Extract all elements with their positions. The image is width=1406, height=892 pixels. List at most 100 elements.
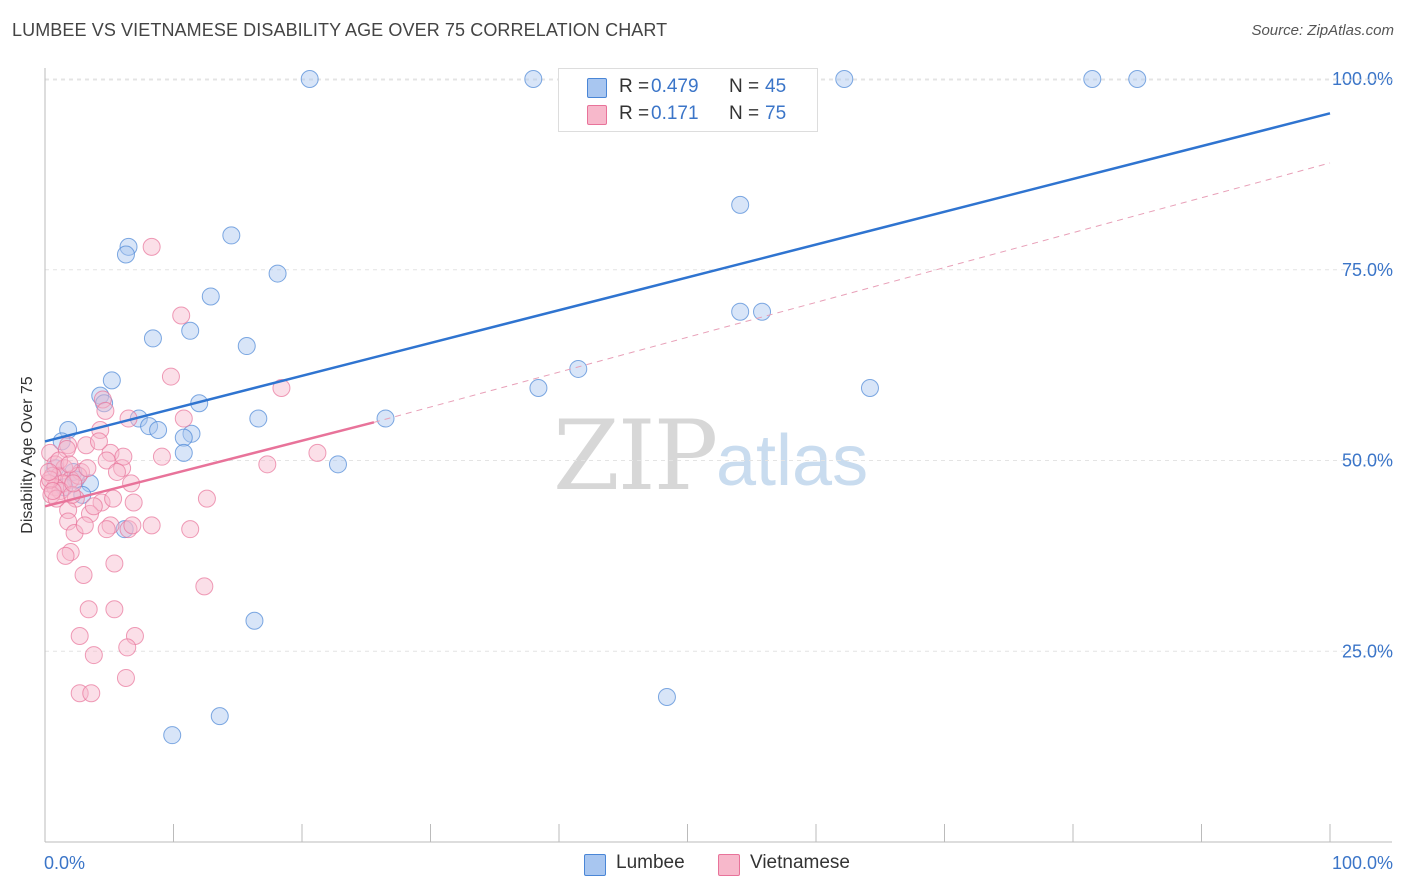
lumbee-point xyxy=(300,70,319,88)
vietnamese-point xyxy=(114,447,133,466)
vietnamese-point xyxy=(152,447,171,466)
vietnamese-point xyxy=(43,482,62,501)
lumbee-point xyxy=(149,420,168,439)
vietnamese-point xyxy=(97,520,116,539)
legend-row-lumbee: R = 0.479 N = 45 xyxy=(559,74,817,100)
vietnamese-point xyxy=(39,462,58,481)
bottom-legend-label-lumbee: Lumbee xyxy=(616,852,685,873)
lumbee-point xyxy=(237,337,256,356)
vietnamese-point xyxy=(82,684,101,703)
vietnamese-point xyxy=(84,646,103,665)
lumbee-point xyxy=(731,195,750,214)
vietnamese-point xyxy=(97,451,116,470)
vietnamese-point xyxy=(89,432,108,451)
legend-r-value: 0.171 xyxy=(651,103,699,124)
vietnamese-point xyxy=(123,516,142,535)
vietnamese-trend-extension xyxy=(373,162,1331,423)
lumbee-point xyxy=(860,379,879,398)
lumbee-point xyxy=(102,371,121,390)
vietnamese-point xyxy=(78,459,97,478)
lumbee-point xyxy=(529,379,548,398)
legend-swatch-vietnamese xyxy=(587,105,607,125)
vietnamese-point xyxy=(50,451,69,470)
vietnamese-point xyxy=(60,455,79,474)
vietnamese-point xyxy=(56,546,75,565)
lumbee-point xyxy=(657,688,676,707)
legend-swatch-lumbee xyxy=(587,78,607,98)
lumbee-point xyxy=(569,359,588,378)
vietnamese-point xyxy=(181,520,200,539)
y-axis-label: Disability Age Over 75 xyxy=(19,376,36,534)
bottom-legend-swatch-lumbee xyxy=(584,854,606,876)
correlation-legend: R = 0.479 N = 45 R = 0.171 N = 75 xyxy=(558,68,818,132)
vietnamese-point xyxy=(104,489,123,508)
source-label: Source: ZipAtlas.com xyxy=(1251,22,1394,39)
vietnamese-point xyxy=(41,470,60,489)
legend-n-value: 45 xyxy=(765,76,787,97)
lumbee-point xyxy=(328,455,347,474)
vietnamese-point xyxy=(308,443,327,462)
vietnamese-point xyxy=(142,516,161,535)
vietnamese-point xyxy=(64,474,83,493)
lumbee-point xyxy=(835,70,854,88)
lumbee-point xyxy=(249,409,268,428)
vietnamese-point xyxy=(195,577,214,596)
bottom-legend-label-vietnamese: Vietnamese xyxy=(750,852,850,873)
vietnamese-point xyxy=(161,367,180,386)
vietnamese-point xyxy=(93,390,112,409)
lumbee-point xyxy=(222,226,241,245)
lumbee-point xyxy=(174,443,193,462)
vietnamese-point xyxy=(174,409,193,428)
vietnamese-point xyxy=(59,512,78,531)
vietnamese-point xyxy=(272,379,291,398)
vietnamese-point xyxy=(124,493,143,512)
lumbee-point xyxy=(143,329,162,348)
vietnamese-point xyxy=(105,600,124,619)
lumbee-point xyxy=(210,707,229,726)
lumbee-point xyxy=(116,245,135,264)
legend-row-vietnamese: R = 0.171 N = 75 xyxy=(559,101,817,127)
vietnamese-point xyxy=(118,638,137,657)
vietnamese-point xyxy=(142,237,161,256)
lumbee-trend-line xyxy=(44,112,1331,443)
y-tick-label: 100.0% xyxy=(1332,69,1393,89)
vietnamese-point xyxy=(74,565,93,584)
vietnamese-point xyxy=(105,554,124,573)
lumbee-point xyxy=(163,726,182,745)
x-tick-label: 0.0% xyxy=(44,853,85,873)
bottom-legend-swatch-vietnamese xyxy=(718,854,740,876)
lumbee-point xyxy=(268,264,287,283)
watermark-zip: ZIP xyxy=(553,400,718,512)
lumbee-point xyxy=(174,428,193,447)
chart-title: LUMBEE VS VIETNAMESE DISABILITY AGE OVER… xyxy=(12,20,668,40)
lumbee-point xyxy=(731,302,750,321)
x-tick-label: 100.0% xyxy=(1332,853,1393,873)
lumbee-point xyxy=(181,321,200,340)
y-tick-label: 25.0% xyxy=(1342,641,1393,661)
vietnamese-point xyxy=(75,516,94,535)
lumbee-point xyxy=(140,417,159,436)
lumbee-point xyxy=(524,70,543,88)
vietnamese-point xyxy=(172,306,191,325)
legend-n-label: N = xyxy=(729,103,760,124)
legend-r-label: R = xyxy=(619,103,650,124)
lumbee-point xyxy=(753,302,772,321)
lumbee-point xyxy=(376,409,395,428)
vietnamese-point xyxy=(65,523,84,542)
legend-r-label: R = xyxy=(619,76,650,97)
vietnamese-trend-line xyxy=(44,421,375,508)
legend-n-value: 75 xyxy=(765,103,787,124)
vietnamese-point xyxy=(70,626,89,645)
legend-n-label: N = xyxy=(729,76,760,97)
lumbee-point xyxy=(201,287,220,306)
y-tick-label: 50.0% xyxy=(1342,451,1393,471)
lumbee-point xyxy=(245,611,264,630)
vietnamese-point xyxy=(197,489,216,508)
vietnamese-point xyxy=(79,600,98,619)
vietnamese-point xyxy=(107,462,126,481)
lumbee-point xyxy=(1083,70,1102,88)
legend-r-value: 0.479 xyxy=(651,76,699,97)
y-tick-label: 75.0% xyxy=(1342,260,1393,280)
vietnamese-point xyxy=(84,497,103,516)
